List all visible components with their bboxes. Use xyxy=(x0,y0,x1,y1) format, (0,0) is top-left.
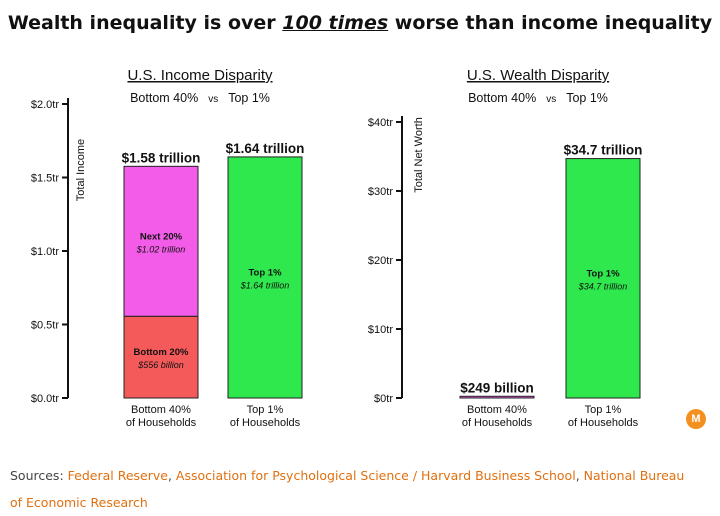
chart-subtitle: Bottom 40% vs Top 1% xyxy=(468,91,608,105)
y-tick-label: $40tr xyxy=(368,117,393,129)
segment-value-label: $1.02 trillion xyxy=(136,244,186,254)
sources-separator: , xyxy=(575,468,584,483)
m-circle-logo-icon: M xyxy=(686,409,706,429)
x-category-label: of Households xyxy=(126,417,197,429)
y-tick-label: $0.5tr xyxy=(31,320,59,332)
bar-total-label: $1.58 trillion xyxy=(122,150,201,165)
x-category-label: Bottom 40% xyxy=(467,404,527,416)
y-tick-label: $1.5tr xyxy=(31,173,59,185)
headline: Wealth inequality is over 100 times wors… xyxy=(0,12,720,34)
bar-total-label: $1.64 trillion xyxy=(226,141,305,156)
source-link-nber[interactable]: National Bureau of Economic Research xyxy=(10,468,685,510)
headline-after: worse than income inequality xyxy=(388,12,713,34)
bar-segment xyxy=(227,156,303,399)
bar-total-label: $34.7 trillion xyxy=(564,143,643,158)
subtitle-left: Bottom 40% xyxy=(468,91,536,105)
y-tick-label: $20tr xyxy=(368,255,393,267)
y-tick-label: $0.0tr xyxy=(31,393,59,405)
bar-segment xyxy=(123,315,199,399)
segment-name-label: Bottom 20% xyxy=(134,347,189,358)
subtitle-right: Top 1% xyxy=(228,91,270,105)
source-link-federal-reserve[interactable]: Federal Reserve xyxy=(67,468,168,483)
y-tick-label: $10tr xyxy=(368,324,393,336)
x-category-label: of Households xyxy=(462,417,533,429)
x-category-label: of Households xyxy=(568,417,639,429)
y-tick-label: $0tr xyxy=(374,393,393,405)
chart-income: U.S. Income Disparity Bottom 40% vs Top 1% $… xyxy=(31,67,305,429)
subtitle-left: Bottom 40% xyxy=(130,91,198,105)
subtitle-right: Top 1% xyxy=(566,91,608,105)
bar-segment xyxy=(565,158,641,399)
headline-before: Wealth inequality is over xyxy=(7,12,283,34)
segment-name-label: Top 1% xyxy=(586,268,620,279)
chart-subtitle: Bottom 40% vs Top 1% xyxy=(130,91,270,105)
subtitle-vs: vs xyxy=(208,94,218,105)
segment-name-label: Next 20% xyxy=(140,231,183,242)
sources-separator: , xyxy=(167,468,176,483)
chart-wealth: U.S. Wealth Disparity Bottom 40% vs Top 1% $… xyxy=(368,67,642,429)
x-category-label: of Households xyxy=(230,417,301,429)
y-tick-label: $1.0tr xyxy=(31,246,59,258)
y-axis-title: Total Net Worth xyxy=(413,117,425,193)
y-tick-label: $30tr xyxy=(368,186,393,198)
sources-note: Sources: Federal Reserve, Association fo… xyxy=(10,462,700,516)
subtitle-vs: vs xyxy=(546,94,556,105)
bar-total-label: $249 billion xyxy=(460,380,534,395)
bar-segment xyxy=(459,395,535,399)
x-category-label: Bottom 40% xyxy=(131,404,191,416)
sources-prefix: Sources: xyxy=(10,468,68,483)
x-category-label: Top 1% xyxy=(247,404,284,416)
segment-value-label: $1.64 trillion xyxy=(240,280,290,290)
segment-value-label: $34.7 trillion xyxy=(578,281,628,291)
segment-name-label: Top 1% xyxy=(248,267,282,278)
segment-value-label: $556 billion xyxy=(137,360,184,370)
source-link-aps-hbs[interactable]: Association for Psychological Science / … xyxy=(175,468,576,483)
x-category-label: Top 1% xyxy=(585,404,622,416)
chart-title: U.S. Wealth Disparity xyxy=(467,67,610,84)
charts-canvas: U.S. Income Disparity Bottom 40% vs Top 1% $… xyxy=(31,67,643,429)
y-axis-title: Total Income xyxy=(75,139,87,201)
y-tick-label: $2.0tr xyxy=(31,99,59,111)
headline-emphasis: 100 times xyxy=(282,12,389,34)
bar-segment xyxy=(123,165,199,317)
chart-title: U.S. Income Disparity xyxy=(127,67,273,84)
